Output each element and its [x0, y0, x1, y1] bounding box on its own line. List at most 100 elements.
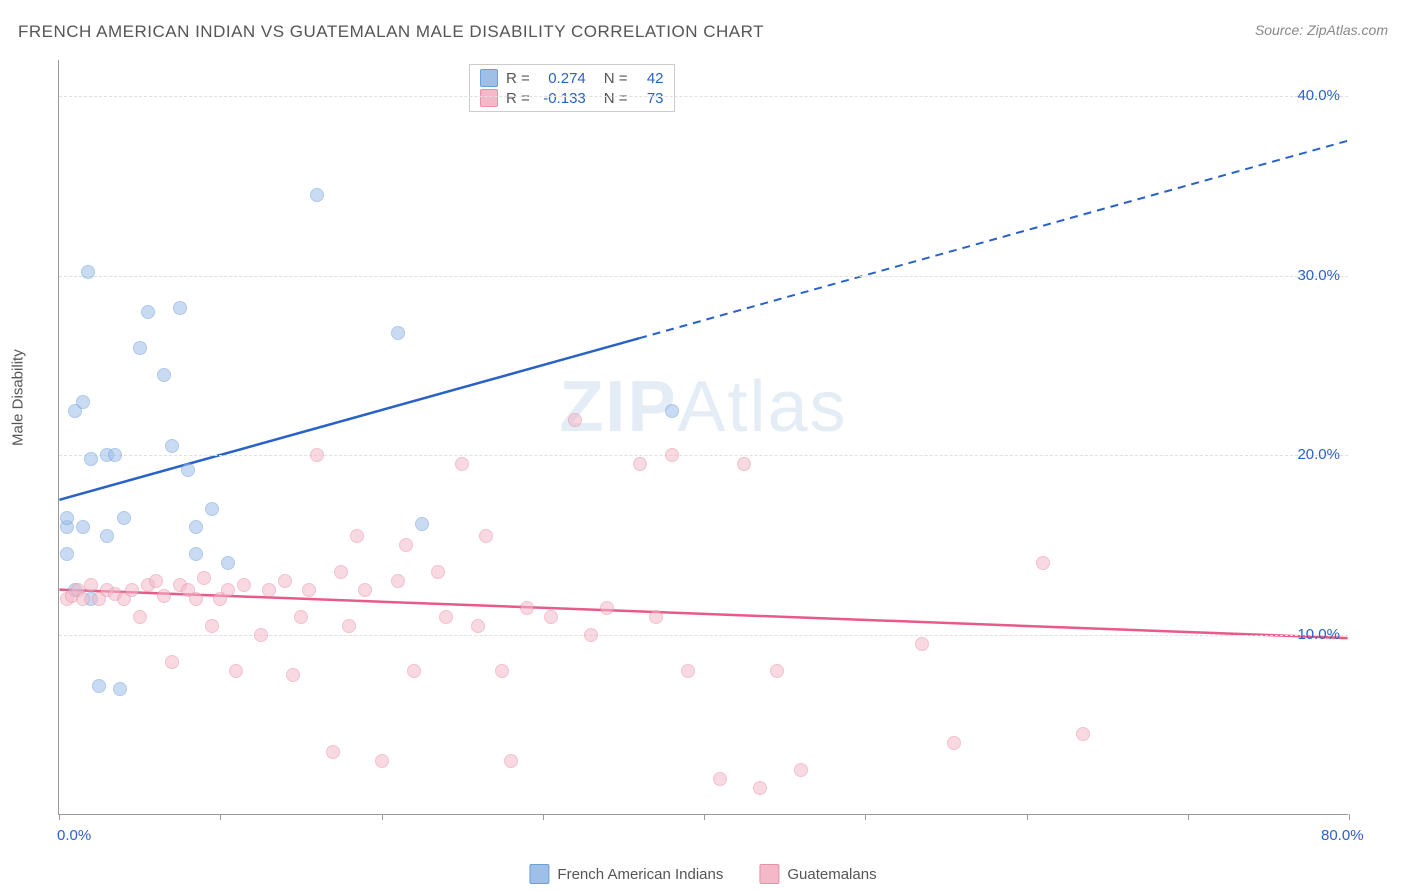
legend: French American Indians Guatemalans — [529, 864, 876, 884]
scatter-point — [375, 754, 389, 768]
xtick-mark — [59, 814, 60, 820]
scatter-point — [189, 592, 203, 606]
scatter-point — [157, 368, 171, 382]
scatter-point — [334, 565, 348, 579]
scatter-point — [350, 529, 364, 543]
scatter-point — [947, 736, 961, 750]
legend-swatch-icon — [759, 864, 779, 884]
xtick-mark — [543, 814, 544, 820]
stat-r-label: R = — [506, 70, 530, 87]
scatter-point — [737, 457, 751, 471]
legend-swatch-icon — [529, 864, 549, 884]
scatter-point — [221, 556, 235, 570]
scatter-point — [326, 745, 340, 759]
scatter-point — [286, 668, 300, 682]
stat-n-value: 42 — [636, 70, 664, 87]
stat-n-label: N = — [604, 70, 628, 87]
xtick-label: 0.0% — [57, 827, 91, 844]
chart-container: FRENCH AMERICAN INDIAN VS GUATEMALAN MAL… — [0, 0, 1406, 892]
scatter-point — [455, 457, 469, 471]
scatter-point — [205, 502, 219, 516]
scatter-point — [100, 529, 114, 543]
stat-r-label: R = — [506, 90, 530, 107]
scatter-point — [81, 265, 95, 279]
stat-r-value: -0.133 — [538, 90, 586, 107]
scatter-point — [254, 628, 268, 642]
xtick-mark — [382, 814, 383, 820]
scatter-point — [753, 781, 767, 795]
ytick-label: 20.0% — [1297, 446, 1340, 463]
legend-label: French American Indians — [557, 866, 723, 883]
scatter-point — [181, 463, 195, 477]
gridline — [59, 276, 1348, 277]
scatter-point — [294, 610, 308, 624]
scatter-point — [84, 452, 98, 466]
scatter-point — [76, 395, 90, 409]
scatter-point — [471, 619, 485, 633]
xtick-mark — [865, 814, 866, 820]
stat-row: R = -0.133 N = 73 — [480, 89, 664, 107]
scatter-point — [189, 547, 203, 561]
scatter-point — [310, 188, 324, 202]
scatter-point — [278, 574, 292, 588]
legend-label: Guatemalans — [787, 866, 876, 883]
scatter-point — [113, 682, 127, 696]
scatter-point — [221, 583, 235, 597]
chart-title: FRENCH AMERICAN INDIAN VS GUATEMALAN MAL… — [18, 22, 764, 42]
stat-r-value: 0.274 — [538, 70, 586, 87]
scatter-point — [407, 664, 421, 678]
scatter-point — [439, 610, 453, 624]
stat-swatch-icon — [480, 89, 498, 107]
scatter-point — [342, 619, 356, 633]
watermark: ZIPAtlas — [559, 366, 847, 448]
scatter-point — [262, 583, 276, 597]
scatter-point — [310, 448, 324, 462]
watermark-zip: ZIP — [559, 367, 677, 447]
scatter-point — [544, 610, 558, 624]
gridline — [59, 635, 1348, 636]
ytick-label: 30.0% — [1297, 267, 1340, 284]
scatter-point — [633, 457, 647, 471]
scatter-point — [415, 517, 429, 531]
scatter-point — [60, 511, 74, 525]
stat-swatch-icon — [480, 69, 498, 87]
scatter-point — [568, 413, 582, 427]
regression-line-dashed — [639, 141, 1348, 338]
scatter-point — [495, 664, 509, 678]
scatter-point — [229, 664, 243, 678]
scatter-point — [358, 583, 372, 597]
scatter-point — [302, 583, 316, 597]
scatter-point — [713, 772, 727, 786]
y-axis-label: Male Disability — [10, 349, 27, 446]
xtick-mark — [704, 814, 705, 820]
legend-item: French American Indians — [529, 864, 723, 884]
scatter-point — [504, 754, 518, 768]
scatter-point — [391, 326, 405, 340]
scatter-point — [76, 520, 90, 534]
gridline — [59, 96, 1348, 97]
scatter-point — [399, 538, 413, 552]
scatter-point — [173, 301, 187, 315]
scatter-point — [665, 448, 679, 462]
stat-n-label: N = — [604, 90, 628, 107]
scatter-point — [237, 578, 251, 592]
scatter-point — [205, 619, 219, 633]
xtick-label: 80.0% — [1321, 827, 1364, 844]
ytick-label: 40.0% — [1297, 87, 1340, 104]
scatter-point — [520, 601, 534, 615]
ytick-label: 10.0% — [1297, 626, 1340, 643]
scatter-point — [431, 565, 445, 579]
scatter-point — [600, 601, 614, 615]
scatter-point — [391, 574, 405, 588]
scatter-point — [189, 520, 203, 534]
stat-n-value: 73 — [636, 90, 664, 107]
scatter-point — [108, 448, 122, 462]
scatter-point — [117, 511, 131, 525]
stat-box: R = 0.274 N = 42 R = -0.133 N = 73 — [469, 64, 675, 112]
scatter-point — [125, 583, 139, 597]
scatter-point — [681, 664, 695, 678]
scatter-point — [133, 610, 147, 624]
plot-area: ZIPAtlas R = 0.274 N = 42 R = -0.133 N = 73 10.… — [58, 60, 1348, 815]
source-label: Source: ZipAtlas.com — [1255, 22, 1388, 38]
watermark-atlas: Atlas — [677, 367, 847, 447]
